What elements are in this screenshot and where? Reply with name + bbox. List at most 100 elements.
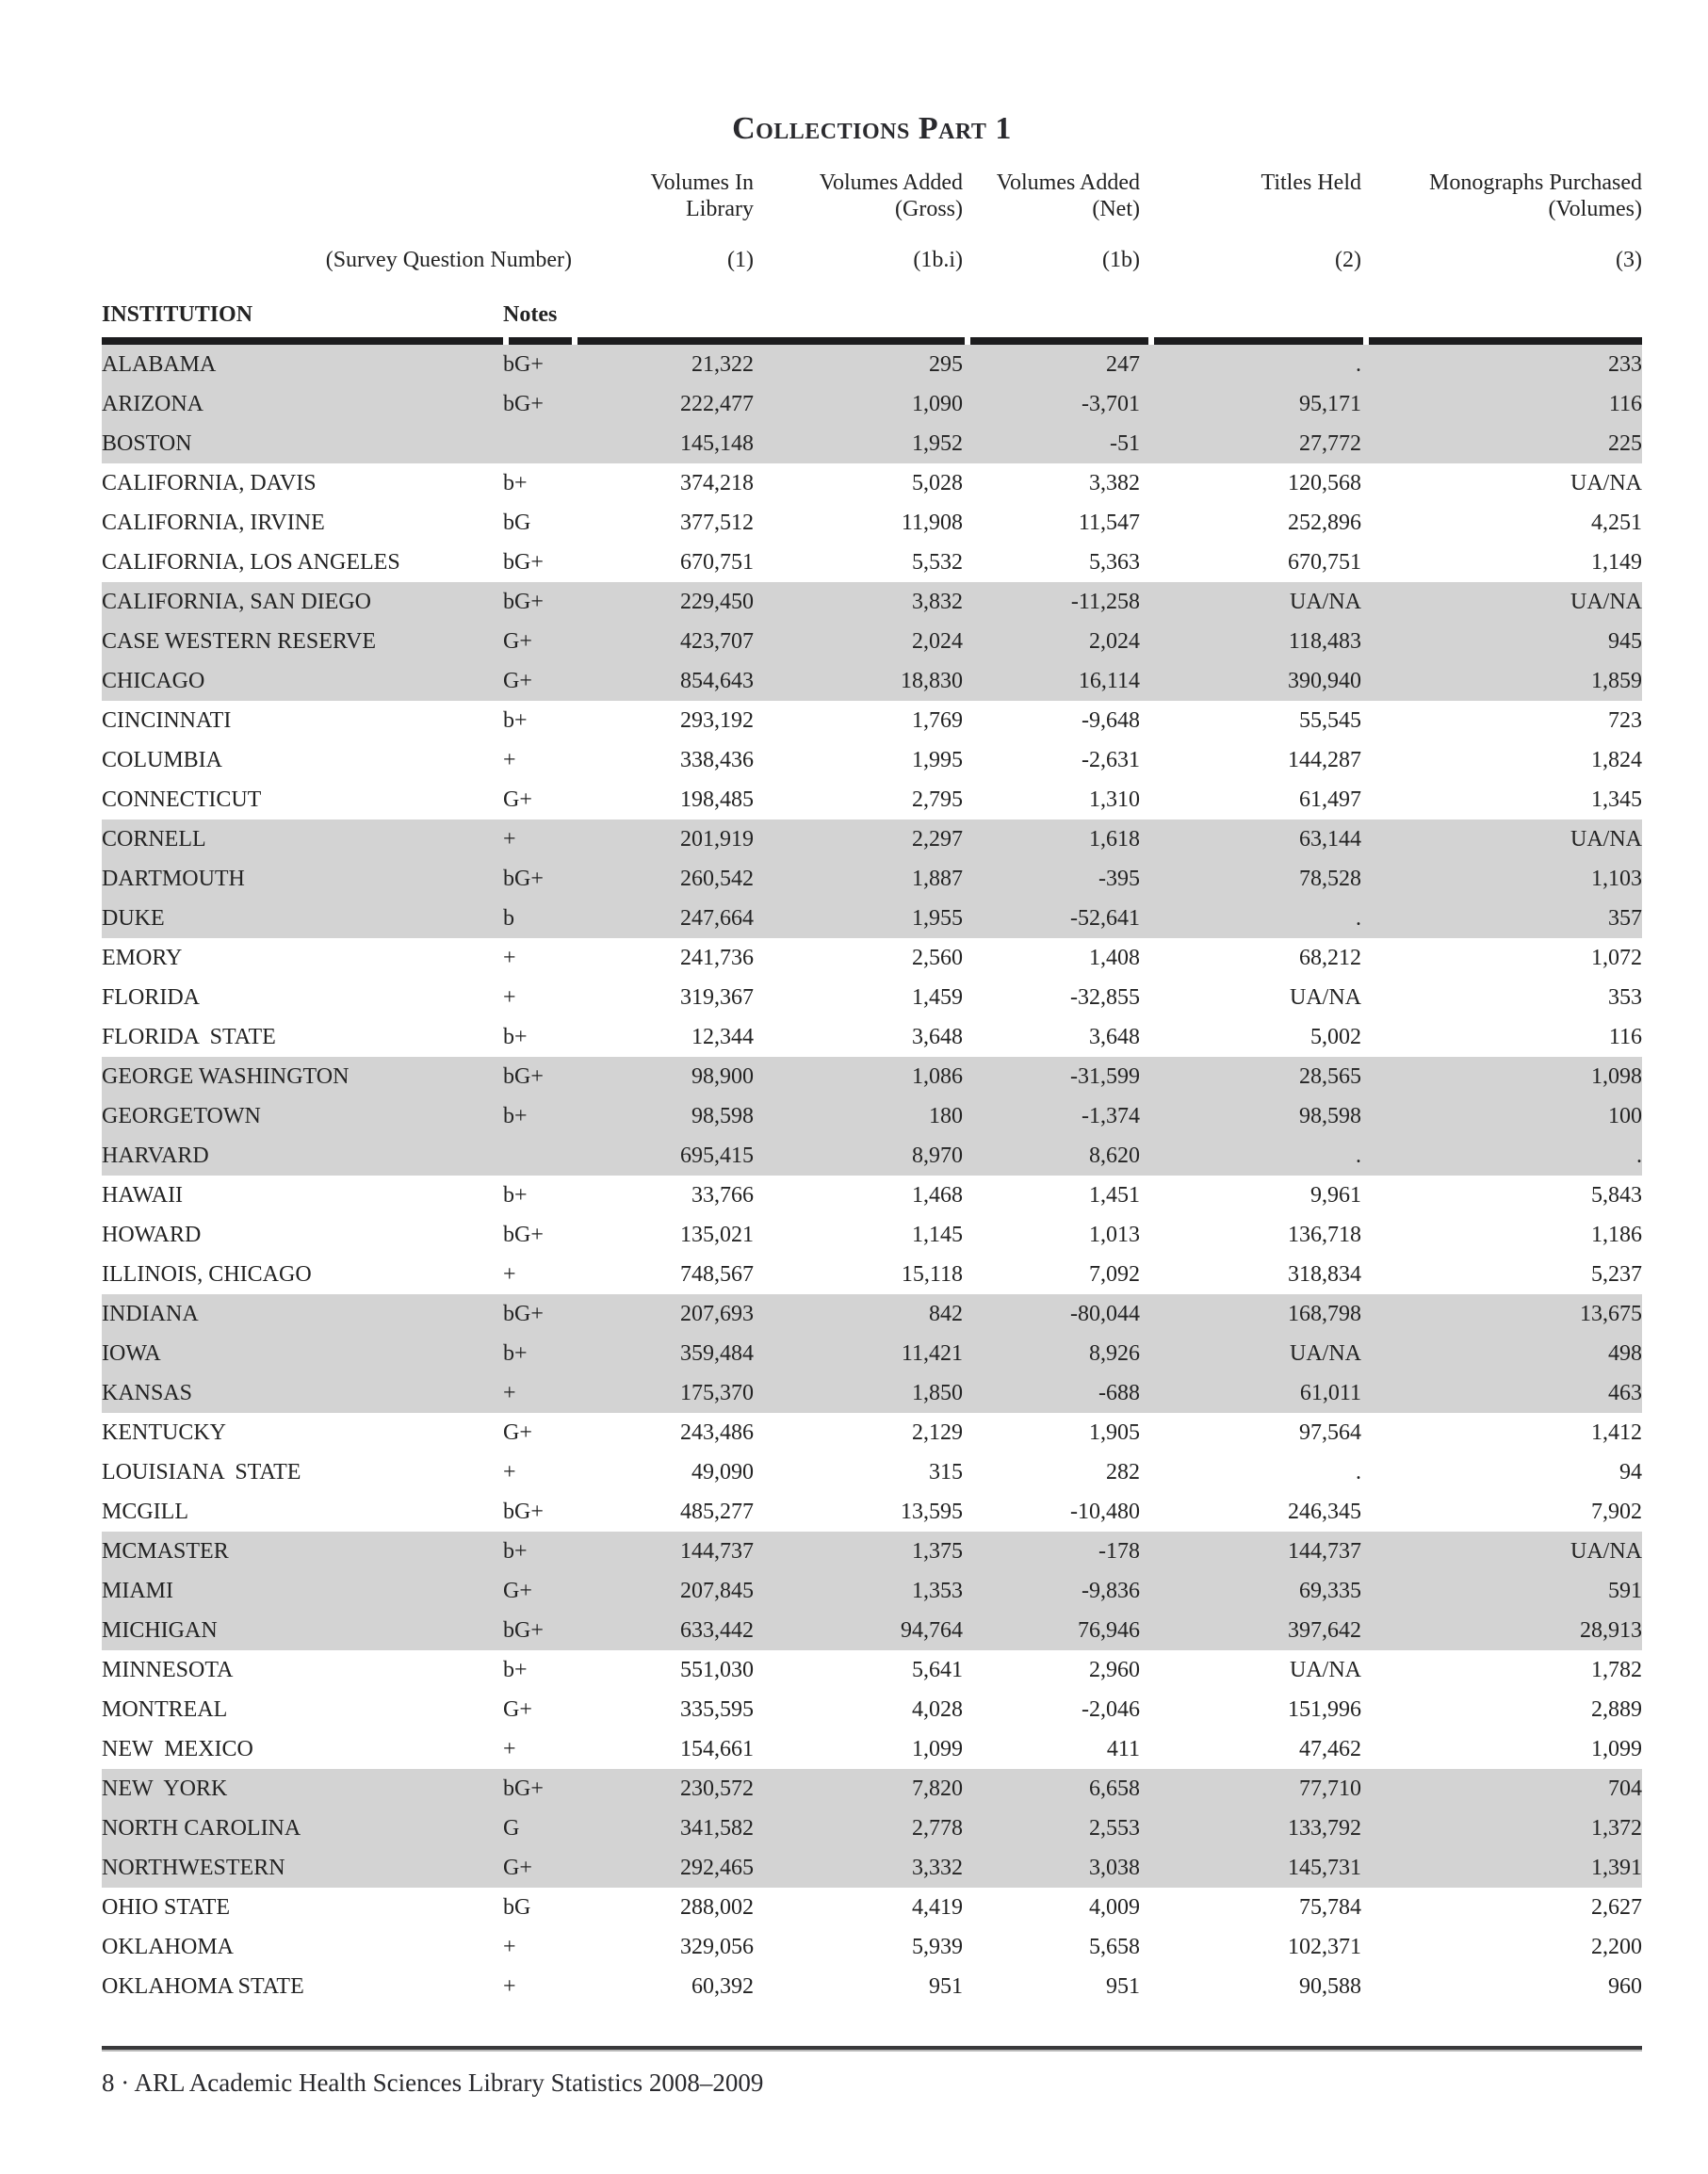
institution-cell: IOWA <box>102 1334 503 1373</box>
value-cell: 98,598 <box>572 1096 754 1136</box>
institution-cell: ILLINOIS, CHICAGO <box>102 1262 312 1287</box>
value-cell: 2,795 <box>912 787 963 812</box>
value-cell: 61,497 <box>1299 787 1361 812</box>
value-cell: 1,451 <box>1089 1183 1140 1208</box>
value-cell: 1,782 <box>1591 1658 1642 1682</box>
value-cell: 2,297 <box>754 819 963 859</box>
value-cell: 357 <box>1361 899 1642 938</box>
value-cell: UA/NA <box>1361 819 1642 859</box>
table-row: MONTREAL G+ 335,595 4,028 -2,046 151,996 2,889 <box>102 1690 1642 1729</box>
value-cell: 5,532 <box>912 550 963 575</box>
value-cell: 2,627 <box>1591 1895 1642 1920</box>
value-cell: 233 <box>1361 345 1642 384</box>
survey-number-1b: (1b) <box>1102 248 1140 272</box>
rule-gap <box>572 337 577 345</box>
institution-cell: CALIFORNIA, SAN DIEGO <box>102 582 503 622</box>
table-row: CINCINNATI b+ 293,192 1,769 -9,648 55,545 723 <box>102 701 1642 740</box>
table-top-rule-cell <box>102 337 1642 345</box>
value-cell: 5,237 <box>1591 1262 1642 1287</box>
value-cell: -31,599 <box>963 1057 1140 1096</box>
value-cell: 100 <box>1361 1096 1642 1136</box>
table-row: ARIZONA bG+ 222,477 1,090 -3,701 95,171 116 <box>102 384 1642 424</box>
table-row: NORTHWESTERN G+ 292,465 3,332 3,038 145,731 1,… <box>102 1848 1642 1888</box>
value-cell: 293,192 <box>680 708 754 733</box>
value-cell: -1,374 <box>963 1096 1140 1136</box>
notes-cell: bG+ <box>503 550 544 575</box>
value-cell: 61,011 <box>1140 1373 1361 1413</box>
value-cell: 63,144 <box>1140 819 1361 859</box>
value-cell: 168,798 <box>1140 1294 1361 1334</box>
institution-cell: MONTREAL <box>102 1697 228 1722</box>
table-row: MINNESOTA b+ 551,030 5,641 2,960 UA/NA 1,782 <box>102 1650 1642 1690</box>
institution-cell: LOUISIANA STATE <box>102 1460 301 1484</box>
column-header-line2: Library (Gross) (Net) (Volumes) <box>102 196 1642 222</box>
value-cell: 144,737 <box>1140 1532 1361 1571</box>
value-cell: 94 <box>1619 1460 1642 1484</box>
value-cell: 498 <box>1361 1334 1642 1373</box>
notes-cell: b+ <box>503 1532 572 1571</box>
value-cell: -178 <box>963 1532 1140 1571</box>
value-cell: 945 <box>1361 622 1642 661</box>
footer-rule <box>102 2046 1642 2050</box>
value-cell: 230,572 <box>572 1769 754 1809</box>
institution-cell: NEW YORK <box>102 1769 503 1809</box>
value-cell: 2,960 <box>1089 1658 1140 1682</box>
notes-cell: bG+ <box>503 345 572 384</box>
value-cell: 3,332 <box>754 1848 963 1888</box>
col-header-monographs-purchased-sub: (Volumes) <box>1548 197 1642 221</box>
notes-cell: bG+ <box>503 859 572 899</box>
value-cell: 2,553 <box>963 1809 1140 1848</box>
notes-cell: + <box>503 1460 516 1484</box>
table-row: IOWA b+ 359,484 11,421 8,926 UA/NA 498 <box>102 1334 1642 1373</box>
value-cell: 5,028 <box>912 471 963 495</box>
notes-cell: + <box>503 985 516 1010</box>
institution-cell: CHICAGO <box>102 661 503 701</box>
institution-cell: NORTH CAROLINA <box>102 1809 503 1848</box>
notes-cell: G+ <box>503 1848 572 1888</box>
value-cell: 75,784 <box>1299 1895 1361 1920</box>
value-cell: 243,486 <box>680 1420 754 1445</box>
value-cell: 854,643 <box>572 661 754 701</box>
value-cell: 282 <box>1106 1460 1140 1484</box>
value-cell: 97,564 <box>1299 1420 1361 1445</box>
value-cell: 118,483 <box>1140 622 1361 661</box>
institution-cell: FLORIDA <box>102 985 201 1010</box>
value-cell: 8,620 <box>963 1136 1140 1176</box>
value-cell: 1,391 <box>1361 1848 1642 1888</box>
notes-cell: b+ <box>503 1025 528 1049</box>
value-cell: 633,442 <box>572 1611 754 1650</box>
value-cell: -52,641 <box>963 899 1140 938</box>
value-cell: 842 <box>754 1294 963 1334</box>
table-row: ALABAMA bG+ 21,322 295 247. 233 <box>102 345 1642 384</box>
value-cell: 353 <box>1608 985 1642 1010</box>
value-cell: 390,940 <box>1140 661 1361 701</box>
value-cell: 292,465 <box>572 1848 754 1888</box>
table-row: OHIO STATE bG 288,002 4,419 4,009 75,784 2,627 <box>102 1888 1642 1927</box>
value-cell: 1,769 <box>912 708 963 733</box>
table-row: CASE WESTERN RESERVE G+ 423,707 2,024 2,024 1… <box>102 622 1642 661</box>
value-cell: 6,658 <box>963 1769 1140 1809</box>
table-row: OKLAHOMA STATE +60,392 951 951 90,588 960 <box>102 1967 1642 2006</box>
rule-gap <box>1148 337 1154 345</box>
value-cell: -10,480 <box>1070 1500 1140 1524</box>
value-cell: 1,995 <box>912 748 963 772</box>
value-cell: 241,736 <box>680 946 754 970</box>
value-cell: 77,710 <box>1140 1769 1361 1809</box>
value-cell: -9,836 <box>963 1571 1140 1611</box>
value-cell: 591 <box>1361 1571 1642 1611</box>
value-cell: 260,542 <box>572 859 754 899</box>
value-cell: 12,344 <box>691 1025 754 1049</box>
col-header-volumes-added-net: Volumes Added <box>996 170 1140 195</box>
value-cell: 95,171 <box>1140 384 1361 424</box>
notes-cell: bG+ <box>503 1611 572 1650</box>
value-cell: 136,718 <box>1288 1223 1361 1247</box>
value-cell: 695,415 <box>572 1136 754 1176</box>
value-cell: 15,118 <box>901 1262 963 1287</box>
value-cell: 5,363 <box>1089 550 1140 575</box>
rule-gap <box>1363 337 1369 345</box>
table-row: FLORIDA STATE b+ 12,344 3,648 3,648 5,002 116 <box>102 1017 1642 1057</box>
value-cell: 207,693 <box>572 1294 754 1334</box>
table-row: HAWAII b+ 33,766 1,468 1,451 9,961 5,843 <box>102 1176 1642 1215</box>
institution-cell: CALIFORNIA, DAVIS <box>102 471 317 495</box>
value-cell: 78,528 <box>1140 859 1361 899</box>
